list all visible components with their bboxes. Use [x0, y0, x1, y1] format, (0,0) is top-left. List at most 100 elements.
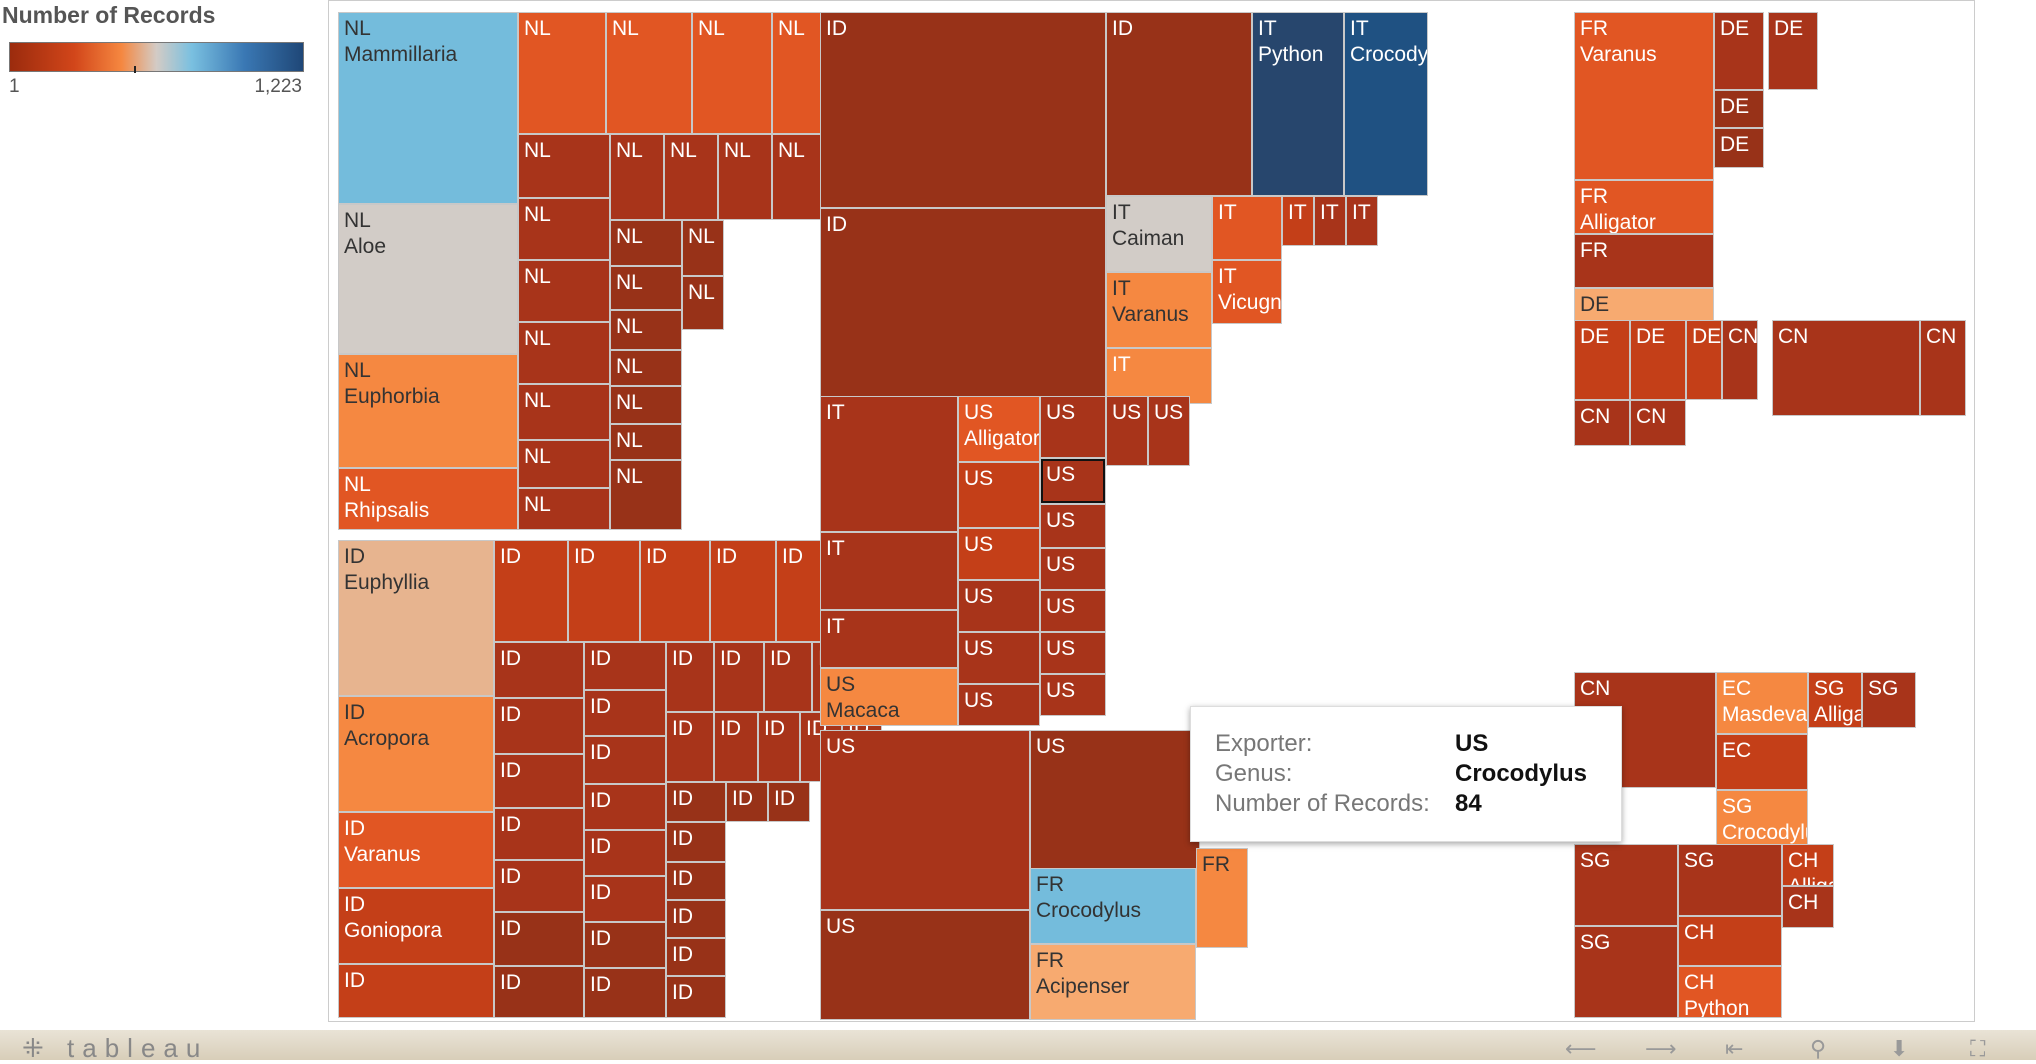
treemap-cell-us[interactable]: US — [820, 730, 1030, 910]
treemap-cell-nl[interactable]: NL — [606, 12, 692, 134]
treemap-cell-id-goniopora[interactable]: ID Goniopora — [338, 888, 494, 964]
treemap-cell-nl[interactable]: NL — [518, 322, 610, 384]
treemap-cell-id[interactable]: ID — [726, 782, 768, 822]
treemap-cell-us[interactable]: US — [1040, 548, 1106, 590]
treemap-cell-id[interactable]: ID — [768, 782, 810, 822]
treemap-cell-nl[interactable]: NL — [718, 134, 772, 220]
treemap-cell-us[interactable]: US — [1030, 730, 1200, 878]
treemap-cell-id[interactable]: ID — [568, 540, 640, 642]
treemap-cell-nl[interactable]: NL — [610, 310, 682, 350]
treemap-cell-nl[interactable]: NL — [518, 488, 610, 530]
treemap-cell-nl-mammillaria[interactable]: NL Mammillaria — [338, 12, 518, 204]
treemap-cell-us[interactable]: US — [1040, 632, 1106, 674]
treemap-cell-ch-alligator[interactable]: CH Alligator — [1782, 844, 1834, 886]
treemap-cell-nl[interactable]: NL — [682, 220, 724, 276]
treemap-cell-nl[interactable]: NL — [610, 350, 682, 386]
treemap-cell-id[interactable]: ID — [1106, 12, 1252, 196]
treemap-cell-id[interactable]: ID — [820, 208, 1106, 404]
treemap-cell-it-varanus[interactable]: IT Varanus — [1106, 272, 1212, 348]
treemap-cell-it-vicugna[interactable]: IT Vicugna — [1212, 260, 1282, 324]
treemap-cell-us[interactable]: US — [1040, 590, 1106, 632]
treemap-cell-id[interactable]: ID — [584, 736, 666, 784]
treemap-cell-it-python[interactable]: IT Python — [1252, 12, 1344, 196]
share-icon[interactable]: ⚲ — [1810, 1036, 1827, 1061]
treemap-cell-id-varanus[interactable]: ID Varanus — [338, 812, 494, 888]
treemap-cell-de[interactable]: DE — [1630, 320, 1686, 400]
treemap-cell-de[interactable]: DE — [1714, 128, 1764, 168]
download-icon[interactable]: ⬇ — [1890, 1036, 1909, 1061]
treemap-cell-cn[interactable]: CN — [1722, 320, 1758, 400]
treemap-cell-ch-python[interactable]: CH Python — [1678, 966, 1782, 1018]
undo-icon[interactable]: ⟵ — [1565, 1036, 1597, 1061]
treemap-cell-nl[interactable]: NL — [610, 386, 682, 424]
treemap-cell-nl[interactable]: NL — [518, 384, 610, 440]
treemap-cell-id[interactable]: ID — [584, 922, 666, 968]
treemap-cell-ec-masdevallia[interactable]: EC Masdevallia — [1716, 672, 1808, 734]
treemap-cell-id[interactable]: ID — [338, 964, 494, 1018]
treemap-cell-id[interactable]: ID — [666, 900, 726, 938]
treemap-cell-us[interactable]: US — [1040, 396, 1106, 458]
treemap-cell-de[interactable]: DE — [1574, 320, 1630, 400]
treemap-cell-nl[interactable]: NL — [518, 198, 610, 260]
treemap-cell-nl[interactable]: NL — [610, 220, 682, 266]
treemap-cell-nl[interactable]: NL — [610, 424, 682, 460]
treemap-cell-fr[interactable]: FR — [1196, 848, 1248, 948]
treemap-cell-it-crocodylus[interactable]: IT Crocodylus — [1344, 12, 1428, 196]
treemap-cell-it-caiman[interactable]: IT Caiman — [1106, 196, 1212, 272]
treemap-cell-id-acropora[interactable]: ID Acropora — [338, 696, 494, 812]
treemap-cell-id[interactable]: ID — [494, 642, 584, 698]
treemap-cell-de[interactable]: DE — [1714, 12, 1764, 90]
treemap-cell-id[interactable]: ID — [666, 642, 714, 712]
treemap-cell-id[interactable]: ID — [666, 862, 726, 900]
treemap-cell-id[interactable]: ID — [494, 966, 584, 1018]
treemap-cell-cn[interactable]: CN — [1920, 320, 1966, 416]
treemap-cell-nl[interactable]: NL — [664, 134, 718, 220]
treemap-cell-nl[interactable]: NL — [610, 266, 682, 310]
treemap-cell-id[interactable]: ID — [494, 540, 568, 642]
treemap-cell-de[interactable]: DE — [1714, 90, 1764, 128]
redo-icon[interactable]: ⟶ — [1645, 1036, 1677, 1061]
fullscreen-icon[interactable]: ⛶ — [1970, 1036, 1986, 1061]
treemap-cell-id[interactable]: ID — [584, 642, 666, 690]
revert-icon[interactable]: ⇤ — [1725, 1036, 1744, 1061]
treemap-cell-nl[interactable]: NL — [772, 134, 826, 220]
treemap-cell-id[interactable]: ID — [666, 976, 726, 1018]
treemap[interactable]: NL Mammillaria NL Aloe NL Euphorbia NL Rhip… — [336, 10, 1966, 1020]
treemap-cell-us-macaca[interactable]: US Macaca — [820, 668, 958, 726]
treemap-cell-us[interactable]: US — [958, 580, 1040, 632]
treemap-cell-id[interactable]: ID — [758, 712, 800, 782]
treemap-cell-fr-crocodylus[interactable]: FR Crocodylus — [1030, 868, 1196, 944]
treemap-cell-us[interactable]: US — [820, 910, 1030, 1020]
treemap-cell-us[interactable]: US — [958, 528, 1040, 580]
treemap-cell-us[interactable]: US — [958, 632, 1040, 684]
treemap-cell-id[interactable]: ID — [494, 698, 584, 754]
treemap-cell-fr-acipenser[interactable]: FR Acipenser — [1030, 944, 1196, 1020]
treemap-cell-nl[interactable]: NL — [610, 134, 664, 220]
treemap-cell-it[interactable]: IT — [820, 532, 958, 610]
treemap-cell-us-alligator[interactable]: US Alligator — [958, 396, 1040, 462]
treemap-cell-nl[interactable]: NL — [692, 12, 772, 134]
treemap-cell-fr-alligator[interactable]: FR Alligator — [1574, 180, 1714, 234]
treemap-cell-id[interactable]: ID — [494, 912, 584, 966]
treemap-cell-id[interactable]: ID — [764, 642, 812, 712]
treemap-cell-id[interactable]: ID — [584, 830, 666, 876]
treemap-cell-id[interactable]: ID — [666, 712, 714, 782]
treemap-cell-us[interactable]: US — [1040, 458, 1106, 504]
treemap-cell-us[interactable]: US — [1040, 504, 1106, 548]
treemap-cell-us[interactable]: US — [958, 462, 1040, 528]
treemap-cell-sg[interactable]: SG — [1574, 844, 1678, 926]
treemap-cell-it[interactable]: IT — [1282, 196, 1314, 246]
treemap-cell-id[interactable]: ID — [710, 540, 776, 642]
treemap-cell-id[interactable]: ID — [584, 784, 666, 830]
treemap-cell-id[interactable]: ID — [584, 876, 666, 922]
treemap-cell-nl[interactable]: NL — [682, 276, 724, 330]
treemap-cell-nl-rhipsalis[interactable]: NL Rhipsalis — [338, 468, 518, 530]
treemap-cell-sg[interactable]: SG — [1678, 844, 1782, 916]
treemap-cell-id[interactable]: ID — [666, 822, 726, 862]
treemap-cell-id[interactable]: ID — [666, 782, 726, 822]
treemap-cell-de[interactable]: DE — [1686, 320, 1722, 400]
treemap-cell-cn[interactable]: CN — [1630, 400, 1686, 446]
treemap-cell-nl[interactable]: NL — [610, 460, 682, 530]
treemap-cell-id[interactable]: ID — [714, 642, 764, 712]
treemap-cell-it[interactable]: IT — [1346, 196, 1378, 246]
